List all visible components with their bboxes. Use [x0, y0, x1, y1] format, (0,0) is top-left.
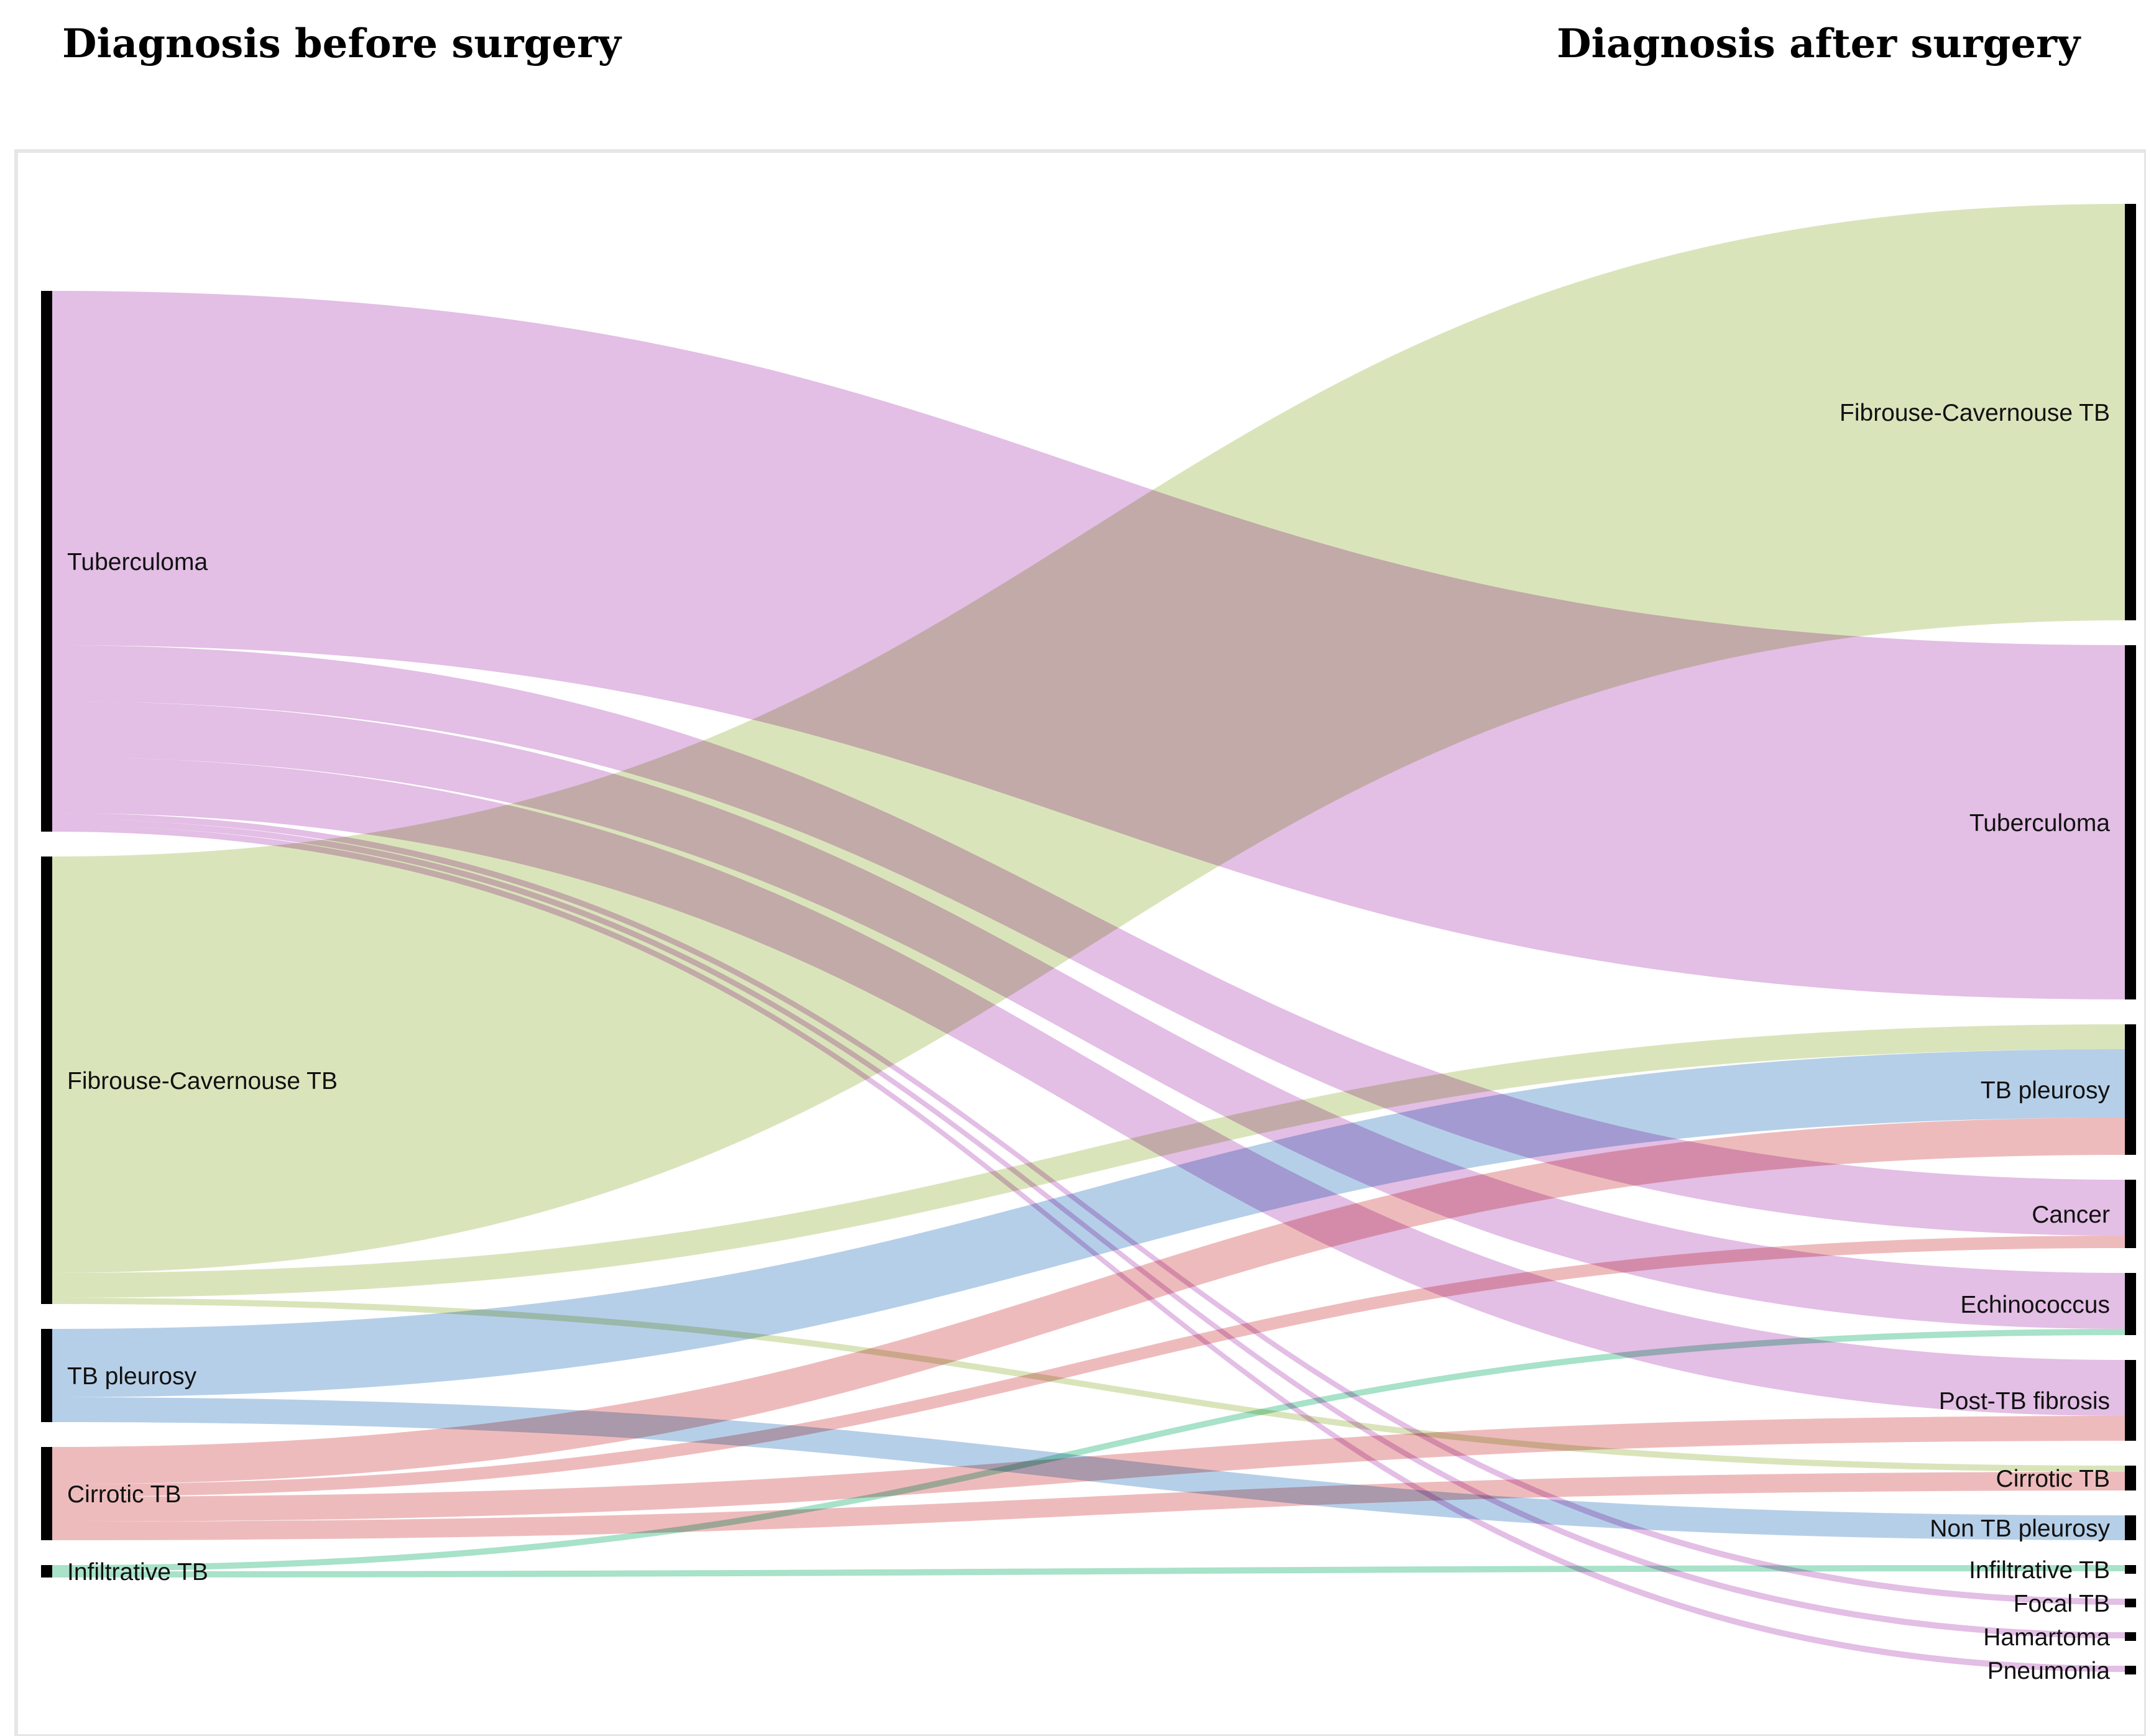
source-node-label-cir: Cirrotic TB: [67, 1481, 181, 1508]
left-column-title: Diagnosis before surgery: [62, 21, 622, 67]
flow-link-inf-to-inf: [52, 1565, 2125, 1578]
right-column-title: Diagnosis after surgery: [1557, 21, 2081, 67]
target-node-bar-ham: [2125, 1632, 2136, 1641]
target-node-label-ntp: Non TB pleurosy: [1930, 1515, 2110, 1542]
node-bars: [41, 204, 2136, 1674]
target-node-bar-fct: [2125, 204, 2136, 620]
target-node-label-foc: Focal TB: [2014, 1591, 2110, 1617]
flow-link-fct-to-tbp: [52, 1024, 2125, 1298]
flow-link-inf-to-ech: [52, 1329, 2125, 1571]
flow-link-tbp-to-tbp: [52, 1049, 2125, 1397]
target-node-bar-tub: [2125, 645, 2136, 999]
target-node-bar-ptf: [2125, 1360, 2136, 1441]
target-node-label-ptf: Post-TB fibrosis: [1939, 1388, 2110, 1415]
target-node-label-inf: Infiltrative TB: [1969, 1557, 2110, 1584]
target-node-bar-pne: [2125, 1666, 2136, 1674]
flow-link-cir-to-cir: [52, 1472, 2125, 1540]
target-node-bar-ntp: [2125, 1515, 2136, 1540]
source-node-bar-tbp: [41, 1329, 52, 1422]
target-node-label-ham: Hamartoma: [1983, 1624, 2110, 1651]
target-node-label-tbp: TB pleurosy: [1981, 1077, 2111, 1104]
flow-link-tub-to-ptf: [52, 757, 2125, 1416]
target-node-bar-can: [2125, 1180, 2136, 1248]
target-node-label-can: Cancer: [2032, 1201, 2110, 1228]
source-node-label-tub: Tuberculoma: [67, 549, 208, 576]
target-node-bar-ech: [2125, 1273, 2136, 1335]
flow-link-cir-to-ptf: [52, 1416, 2125, 1522]
target-node-label-pne: Pneumonia: [1987, 1658, 2111, 1684]
target-node-label-cir: Cirrotic TB: [1996, 1466, 2110, 1492]
source-node-label-inf: Infiltrative TB: [67, 1559, 208, 1586]
target-node-bar-cir: [2125, 1466, 2136, 1490]
flow-link-tub-to-ech: [52, 701, 2125, 1329]
source-node-label-tbp: TB pleurosy: [67, 1363, 197, 1390]
flow-links: [52, 204, 2125, 1672]
flow-link-fct-to-cir: [52, 1298, 2125, 1472]
source-node-bar-fct: [41, 857, 52, 1304]
target-node-bar-tbp: [2125, 1024, 2136, 1155]
source-node-label-fct: Fibrouse-Cavernouse TB: [67, 1068, 338, 1095]
target-node-label-fct: Fibrouse-Cavernouse TB: [1840, 400, 2110, 426]
target-node-bar-inf: [2125, 1565, 2136, 1574]
target-node-bar-foc: [2125, 1599, 2136, 1607]
source-node-bar-tub: [41, 291, 52, 832]
flow-link-cir-to-tbp: [52, 1118, 2125, 1484]
node-labels: Tuberculoma Fibrouse-Cavernouse TB TB pleu…: [67, 400, 2110, 1684]
flow-link-fct-to-fct: [52, 204, 2125, 1273]
target-node-label-ech: Echinococcus: [1960, 1292, 2110, 1318]
source-node-bar-cir: [41, 1447, 52, 1540]
target-node-label-tub: Tuberculoma: [1969, 810, 2110, 837]
source-node-bar-inf: [41, 1565, 52, 1578]
flow-link-cir-to-can: [52, 1236, 2125, 1497]
